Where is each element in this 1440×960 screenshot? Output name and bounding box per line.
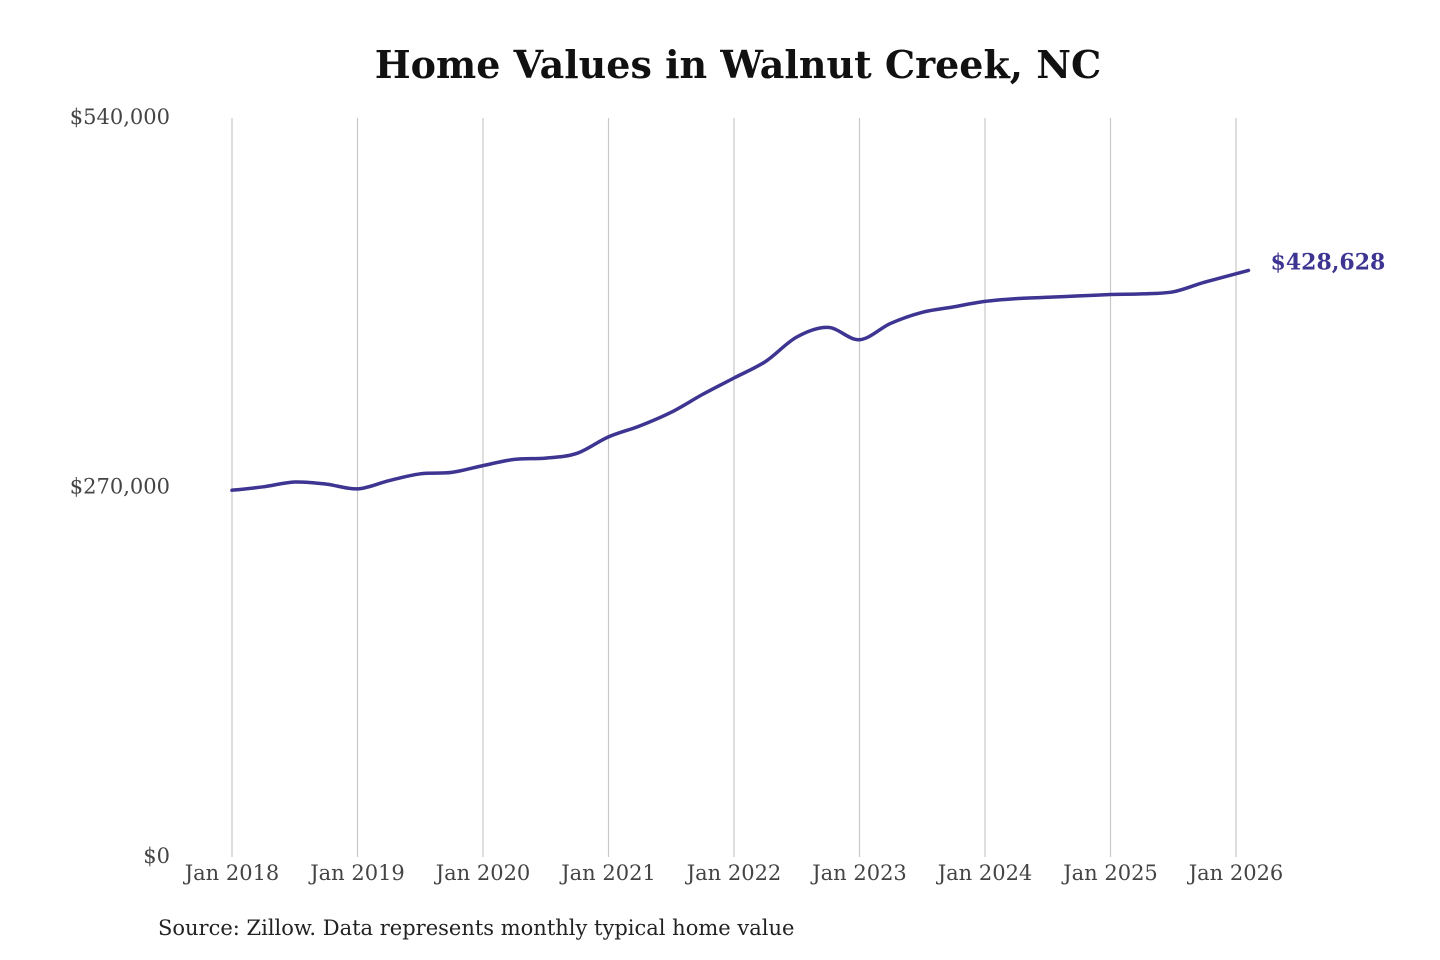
x-tick-label: Jan 2020 xyxy=(434,861,531,885)
x-tick-label: Jan 2022 xyxy=(685,861,782,885)
y-tick-label: $0 xyxy=(143,844,170,868)
x-tick-label: Jan 2021 xyxy=(559,861,656,885)
series-line xyxy=(230,268,1251,492)
x-tick-label: Jan 2019 xyxy=(308,861,405,885)
x-tick-label: Jan 2025 xyxy=(1061,861,1158,885)
x-tick-label: Jan 2023 xyxy=(810,861,907,885)
y-tick-label: $270,000 xyxy=(70,475,170,499)
end-value-label: $428,628 xyxy=(1271,249,1386,275)
x-tick-label: Jan 2026 xyxy=(1187,861,1284,885)
y-tick-label: $540,000 xyxy=(70,105,170,129)
x-tick-label: Jan 2018 xyxy=(183,861,280,885)
source-note: Source: Zillow. Data represents monthly … xyxy=(158,916,795,940)
x-tick-label: Jan 2024 xyxy=(936,861,1033,885)
chart-title: Home Values in Walnut Creek, NC xyxy=(374,42,1102,87)
